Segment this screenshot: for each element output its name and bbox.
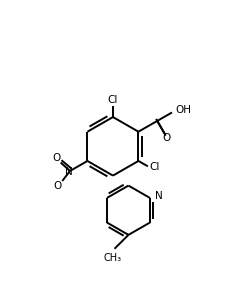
- Text: O: O: [54, 181, 62, 191]
- Text: Cl: Cl: [150, 162, 160, 172]
- Text: N: N: [155, 191, 162, 201]
- Text: Cl: Cl: [108, 95, 118, 105]
- Text: N: N: [65, 167, 73, 177]
- Text: OH: OH: [175, 105, 191, 115]
- Text: CH₃: CH₃: [103, 253, 121, 263]
- Text: O: O: [163, 133, 171, 142]
- Text: O: O: [52, 153, 60, 163]
